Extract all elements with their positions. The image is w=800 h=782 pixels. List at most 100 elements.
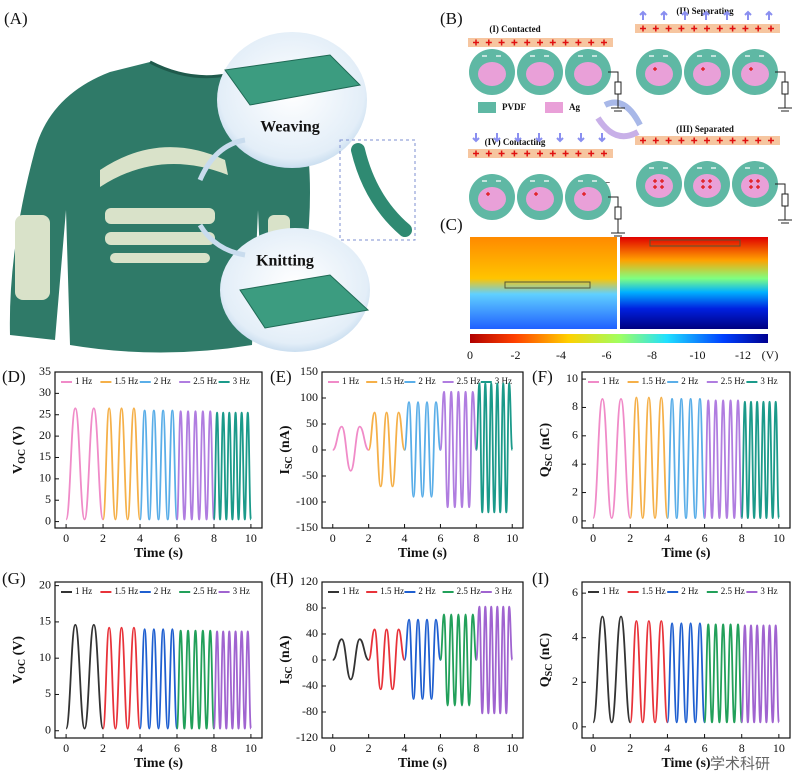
plus-sign bbox=[524, 39, 531, 46]
yarn-box bbox=[339, 139, 416, 241]
chart: -120 -80 -40 0 40 80 120 0 2 4 6 8 10 Time (s) ISC (nA… bbox=[278, 574, 524, 771]
legend-label: 1 Hz bbox=[602, 586, 619, 596]
plus-sign bbox=[653, 179, 657, 183]
plus-sign bbox=[729, 25, 736, 32]
data-line bbox=[213, 411, 252, 521]
legend-label: 1 Hz bbox=[602, 376, 619, 386]
plus-sign bbox=[729, 137, 736, 144]
ground-wire bbox=[775, 71, 792, 112]
plus-sign bbox=[768, 137, 774, 144]
plus-sign bbox=[742, 137, 749, 144]
electrode bbox=[504, 281, 591, 289]
cycle-arrow bbox=[595, 116, 640, 140]
plus-sign bbox=[485, 39, 492, 46]
plus-sign bbox=[708, 179, 712, 183]
colorbar-tick-label: -6 bbox=[602, 348, 612, 362]
legend-label: 3 Hz bbox=[495, 376, 512, 386]
motion-arrow bbox=[556, 133, 564, 143]
panel-label: (C) bbox=[440, 215, 463, 234]
legend-label: 1 Hz bbox=[75, 586, 92, 596]
x-tick-label: 2 bbox=[100, 531, 106, 545]
chart: 0 5 10 15 20 25 30 35 0 2 4 6 8 10 Time (s) VOC (V) 1 Hz… bbox=[11, 364, 263, 561]
data-line bbox=[403, 401, 442, 498]
plus-sign bbox=[749, 67, 753, 71]
plus-sign bbox=[640, 25, 646, 32]
plus-sign bbox=[660, 185, 664, 189]
plus-sign bbox=[537, 39, 543, 46]
motion-arrow bbox=[535, 133, 543, 143]
y-label-subscript: SC bbox=[544, 454, 555, 467]
plus-sign bbox=[524, 150, 531, 157]
data-line bbox=[367, 411, 406, 488]
ground-wire bbox=[775, 183, 792, 224]
data-line bbox=[629, 396, 669, 519]
x-tick-label: 4 bbox=[137, 741, 143, 755]
legend-swatch bbox=[478, 102, 496, 113]
y-tick-label: 0 bbox=[572, 719, 578, 733]
y-tick-label: 0 bbox=[312, 442, 318, 456]
resistor bbox=[781, 81, 789, 95]
panel-label: (F) bbox=[532, 367, 553, 386]
ag-core bbox=[741, 62, 769, 86]
colorbar-tick-label: -10 bbox=[690, 348, 706, 362]
data-line bbox=[666, 622, 706, 724]
chart: -150 -100 -50 0 50 100 150 0 2 4 6 8 10 Time (s) ISC (… bbox=[278, 364, 524, 561]
x-tick-label: 2 bbox=[627, 531, 633, 545]
plus-sign bbox=[701, 67, 705, 71]
potential-map-contacted bbox=[470, 237, 617, 329]
fabric-patch bbox=[105, 232, 215, 245]
plus-sign bbox=[742, 25, 749, 32]
resistor bbox=[781, 193, 789, 207]
plus-sign bbox=[549, 39, 556, 46]
y-axis-label: ISC (nA) bbox=[278, 635, 295, 684]
panel-a: Weaving Knitting bbox=[9, 32, 416, 353]
motion-arrow bbox=[765, 10, 773, 20]
plus-sign bbox=[473, 150, 479, 157]
x-tick-label: 6 bbox=[702, 531, 708, 545]
data-line bbox=[102, 407, 141, 521]
fabric-patch bbox=[15, 215, 50, 300]
ag-core bbox=[574, 187, 602, 211]
plus-sign bbox=[691, 137, 698, 144]
resistor bbox=[614, 81, 622, 95]
state-label: (I) Contacted bbox=[489, 24, 540, 34]
y-tick-label: 5 bbox=[45, 492, 51, 506]
y-label-unit: (nC) bbox=[538, 632, 553, 663]
plus-sign bbox=[640, 137, 646, 144]
legend-label: 3 Hz bbox=[760, 586, 777, 596]
fabric-patch bbox=[105, 208, 215, 224]
y-axis-label: ISC (nA) bbox=[278, 425, 295, 474]
plus-sign bbox=[768, 25, 774, 32]
x-tick-label: 4 bbox=[402, 741, 408, 755]
plus-sign bbox=[549, 150, 556, 157]
plus-sign bbox=[653, 185, 657, 189]
y-tick-label: 25 bbox=[39, 406, 51, 420]
legend-swatch bbox=[545, 102, 563, 113]
chart: 0 5 10 15 20 0 2 4 6 8 10 Time (s) VOC (V) 1 Hz 1.5 Hz… bbox=[11, 577, 263, 771]
data-line bbox=[332, 638, 370, 681]
data-line bbox=[475, 605, 514, 715]
colorbar-unit: (V) bbox=[762, 348, 779, 362]
plus-sign bbox=[652, 137, 659, 144]
legend-label: 1.5 Hz bbox=[114, 586, 138, 596]
x-axis-label: Time (s) bbox=[134, 546, 183, 561]
plus-sign bbox=[601, 150, 607, 157]
plus-sign bbox=[588, 150, 595, 157]
y-tick-label: 8 bbox=[572, 399, 578, 413]
x-tick-label: 4 bbox=[137, 531, 143, 545]
y-label-symbol: I bbox=[278, 679, 293, 684]
y-axis-label: VOC (V) bbox=[11, 636, 28, 684]
legend-label: 1 Hz bbox=[342, 586, 359, 596]
legend-label: 1 Hz bbox=[342, 376, 359, 386]
x-tick-label: 0 bbox=[63, 531, 69, 545]
x-tick-label: 10 bbox=[245, 741, 257, 755]
y-label-unit: (nC) bbox=[538, 422, 553, 453]
plus-sign bbox=[473, 39, 479, 46]
legend-label: 2.5 Hz bbox=[193, 586, 217, 596]
electrode bbox=[649, 239, 741, 247]
legend-label: 3 Hz bbox=[233, 586, 250, 596]
y-axis-label: QSC (nC) bbox=[538, 422, 555, 477]
y-axis-label: VOC (V) bbox=[11, 426, 28, 474]
legend-label: 2.5 Hz bbox=[457, 376, 481, 386]
motion-arrow bbox=[493, 133, 501, 143]
